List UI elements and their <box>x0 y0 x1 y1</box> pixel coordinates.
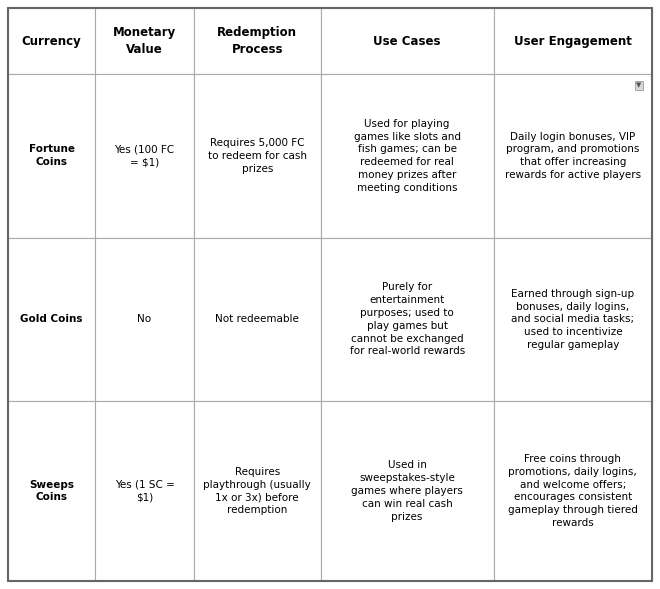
Text: Use Cases: Use Cases <box>374 35 441 48</box>
Bar <box>8 8 95 74</box>
Bar <box>8 237 95 401</box>
Text: Used for playing
games like slots and
fish games; can be
redeemed for real
money: Used for playing games like slots and fi… <box>354 119 461 193</box>
Bar <box>321 74 494 237</box>
Text: Daily login bonuses, VIP
program, and promotions
that offer increasing
rewards f: Daily login bonuses, VIP program, and pr… <box>505 132 641 180</box>
Text: No: No <box>137 315 152 325</box>
Text: Currency: Currency <box>22 35 81 48</box>
Bar <box>95 237 194 401</box>
Text: Not redeemable: Not redeemable <box>215 315 299 325</box>
Bar <box>321 401 494 581</box>
Bar <box>321 237 494 401</box>
Bar <box>494 74 652 237</box>
Text: Fortune
Coins: Fortune Coins <box>28 144 75 167</box>
Bar <box>95 8 194 74</box>
Text: Redemption
Process: Redemption Process <box>217 27 297 56</box>
Bar <box>8 74 95 237</box>
Text: Purely for
entertainment
purposes; used to
play games but
cannot be exchanged
fo: Purely for entertainment purposes; used … <box>350 282 465 356</box>
Text: Sweeps
Coins: Sweeps Coins <box>29 479 74 502</box>
Bar <box>95 74 194 237</box>
Text: Requires
playthrough (usually
1x or 3x) before
redemption: Requires playthrough (usually 1x or 3x) … <box>203 467 311 515</box>
Bar <box>194 237 321 401</box>
Bar <box>8 401 95 581</box>
Bar <box>194 8 321 74</box>
Bar <box>194 74 321 237</box>
Text: Yes (100 FC
= $1): Yes (100 FC = $1) <box>114 144 175 167</box>
Bar <box>194 401 321 581</box>
Text: Monetary
Value: Monetary Value <box>113 27 176 56</box>
Text: ▼: ▼ <box>636 82 642 88</box>
Bar <box>494 8 652 74</box>
Bar <box>494 237 652 401</box>
Bar <box>494 401 652 581</box>
Bar <box>321 8 494 74</box>
Bar <box>95 401 194 581</box>
Text: User Engagement: User Engagement <box>514 35 632 48</box>
Text: Requires 5,000 FC
to redeem for cash
prizes: Requires 5,000 FC to redeem for cash pri… <box>208 138 307 174</box>
Text: Free coins through
promotions, daily logins,
and welcome offers;
encourages cons: Free coins through promotions, daily log… <box>508 454 638 528</box>
Text: Earned through sign-up
bonuses, daily logins,
and social media tasks;
used to in: Earned through sign-up bonuses, daily lo… <box>512 289 634 350</box>
Text: Gold Coins: Gold Coins <box>20 315 82 325</box>
Text: Used in
sweepstakes-style
games where players
can win real cash
prizes: Used in sweepstakes-style games where pl… <box>351 461 463 522</box>
Text: Yes (1 SC =
$1): Yes (1 SC = $1) <box>115 479 174 502</box>
